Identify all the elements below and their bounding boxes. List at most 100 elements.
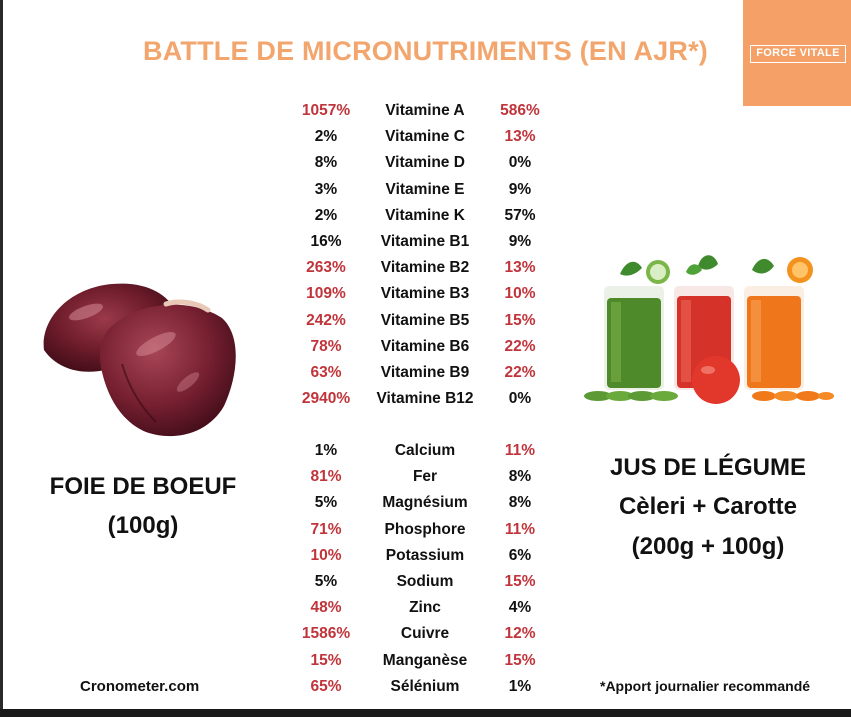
vegetable-juice-value: 9% <box>508 233 532 250</box>
vegetable-juice-value: 8% <box>508 468 532 486</box>
vegetable-juice-value: 6% <box>508 546 532 564</box>
nutrient-row: 1586% Cuivre 12% <box>290 621 560 647</box>
nutrient-name: Vitamine A <box>385 102 465 119</box>
vegetable-juice-value: 0% <box>508 390 532 408</box>
vegetable-juice-value: 13% <box>504 128 536 146</box>
right-subject-name: JUS DE LÉGUME <box>609 454 807 481</box>
beef-liver-value: 63% <box>310 364 342 381</box>
beef-liver-image <box>43 283 236 437</box>
nutrient-row: 1057% Vitamine A 586% <box>290 98 560 124</box>
beef-liver-value: 2% <box>314 128 338 146</box>
beef-liver-value: 65% <box>310 677 342 695</box>
left-edge-strip <box>0 0 3 717</box>
nutrient-row: 16% Vitamine B1 9% <box>290 229 560 255</box>
beef-liver-value: 2% <box>314 206 338 224</box>
nutrient-row: 71% Phosphore 11% <box>290 517 560 543</box>
nutrient-name: Vitamine K <box>385 206 465 224</box>
vegetable-juice-image <box>584 255 834 404</box>
vegetable-juice-value: 10% <box>504 285 536 303</box>
nutrient-row: 109% Vitamine B3 10% <box>290 281 560 307</box>
nutrient-name: Vitamine B3 <box>380 285 470 303</box>
nutrient-row: 5% Sodium 15% <box>290 569 560 595</box>
nutrient-name: Phosphore <box>384 520 466 538</box>
nutrient-name: Vitamine B2 <box>380 259 470 277</box>
vegetable-juice-value: 22% <box>504 364 536 381</box>
right-subject-quantity: (200g + 100g) <box>631 533 785 560</box>
source-credit: Cronometer.com <box>80 678 200 695</box>
nutrient-name: Vitamine B5 <box>380 311 470 329</box>
nutrient-row: 8% Vitamine D 0% <box>290 150 560 176</box>
nutrient-name: Vitamine D <box>385 154 465 172</box>
nutrient-row: 5% Magnésium 8% <box>290 490 560 516</box>
vegetable-juice-value: 15% <box>504 573 536 590</box>
vegetable-juice-value: 12% <box>504 625 536 643</box>
vegetable-juice-value: 4% <box>508 599 532 617</box>
nutrient-row: 1% Calcium 11% <box>290 438 560 464</box>
nutrient-name: Potassium <box>385 546 465 564</box>
vegetable-juice-value: 11% <box>504 520 536 538</box>
nutrient-row: 81% Fer 8% <box>290 464 560 490</box>
left-subject-name: FOIE DE BOEUF <box>49 473 237 500</box>
beef-liver-value: 2940% <box>301 390 351 408</box>
nutrient-row: 15% Manganèse 15% <box>290 648 560 674</box>
nutrient-name: Vitamine B6 <box>380 337 470 355</box>
nutrient-row: 78% Vitamine B6 22% <box>290 334 560 360</box>
nutrient-name: Vitamine B1 <box>380 233 470 250</box>
vegetable-juice-value: 15% <box>504 651 536 669</box>
beef-liver-value: 8% <box>314 154 338 172</box>
nutrient-name: Magnésium <box>382 494 468 512</box>
beef-liver-value: 48% <box>310 599 342 617</box>
vegetable-juice-value: 586% <box>500 102 540 119</box>
vegetable-juice-value: 9% <box>508 180 532 198</box>
nutrient-name: Sodium <box>396 573 454 590</box>
nutrient-name: Cuivre <box>400 625 450 643</box>
nutrient-name: Manganèse <box>382 651 468 669</box>
beef-liver-value: 263% <box>306 259 346 277</box>
nutrient-row: 2940% Vitamine B12 0% <box>290 386 560 412</box>
right-subject-ingredients: Cèleri + Carotte <box>618 493 798 520</box>
beef-liver-value: 242% <box>306 311 346 329</box>
beef-liver-value: 1% <box>314 442 338 459</box>
vegetable-juice-value: 57% <box>504 206 536 224</box>
nutrient-name: Vitamine B12 <box>376 390 474 408</box>
bottom-border <box>0 709 851 717</box>
nutrient-row: 2% Vitamine C 13% <box>290 124 560 150</box>
nutrient-row: 242% Vitamine B5 15% <box>290 308 560 334</box>
beef-liver-value: 16% <box>310 233 342 250</box>
beef-liver-value: 5% <box>314 573 338 590</box>
nutrient-row: 3% Vitamine E 9% <box>290 177 560 203</box>
nutrient-row: 2% Vitamine K 57% <box>290 203 560 229</box>
nutrient-row: 10% Potassium 6% <box>290 543 560 569</box>
footnote: *Apport journalier recommandé <box>600 678 811 694</box>
left-subject-quantity: (100g) <box>107 512 179 539</box>
nutrient-name: Vitamine E <box>385 180 465 198</box>
brand-logo-box <box>743 0 851 106</box>
beef-liver-value: 78% <box>310 337 342 355</box>
nutrient-name: Sélénium <box>390 677 460 695</box>
vegetable-juice-value: 13% <box>504 259 536 277</box>
nutrient-name: Vitamine C <box>385 128 465 146</box>
beef-liver-value: 10% <box>310 546 342 564</box>
vegetable-juice-value: 8% <box>508 494 532 512</box>
beef-liver-value: 1057% <box>301 102 351 119</box>
vegetable-juice-value: 11% <box>504 442 536 459</box>
beef-liver-value: 1586% <box>301 625 351 643</box>
brand-logo: FORCE VITALE <box>750 45 846 63</box>
beef-liver-value: 109% <box>306 285 346 303</box>
beef-liver-value: 5% <box>314 494 338 512</box>
nutrient-row: 48% Zinc 4% <box>290 595 560 621</box>
nutrient-name: Calcium <box>394 442 456 459</box>
nutrient-name: Vitamine B9 <box>380 364 470 381</box>
nutrient-row: 263% Vitamine B2 13% <box>290 255 560 281</box>
nutrient-name: Fer <box>412 468 438 486</box>
beef-liver-value: 81% <box>310 468 342 486</box>
beef-liver-value: 15% <box>310 651 342 669</box>
vegetable-juice-value: 22% <box>504 337 536 355</box>
vegetable-juice-value: 15% <box>504 311 536 329</box>
beef-liver-value: 71% <box>310 520 342 538</box>
nutrient-name: Zinc <box>409 599 441 617</box>
vegetable-juice-value: 0% <box>508 154 532 172</box>
page-title: BATTLE DE MICRONUTRIMENTS (EN AJR*) <box>143 36 708 66</box>
nutrient-row: 63% Vitamine B9 22% <box>290 360 560 386</box>
